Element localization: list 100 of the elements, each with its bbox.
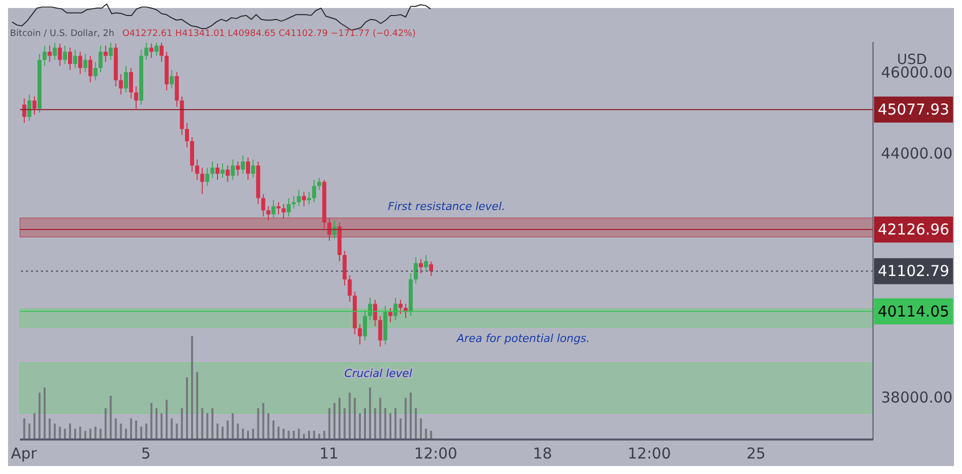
bar — [430, 430, 432, 439]
bar — [160, 413, 163, 439]
candlestick — [388, 307, 392, 323]
bar — [79, 426, 82, 439]
candlestick — [282, 204, 286, 219]
candlestick — [240, 154, 245, 174]
ref-line-label: 41102.79 — [878, 262, 950, 280]
candlestick — [307, 192, 312, 205]
bar — [333, 402, 336, 439]
candlestick — [398, 299, 403, 314]
candlestick — [246, 156, 250, 180]
bar — [374, 408, 376, 439]
candlestick — [124, 65, 128, 93]
candlestick — [93, 61, 98, 81]
bar — [48, 418, 51, 439]
bar — [384, 408, 386, 439]
candlestick — [286, 198, 291, 217]
candlestick — [200, 167, 204, 195]
candlestick — [429, 260, 434, 276]
bar — [150, 402, 152, 439]
candlestick — [210, 161, 214, 178]
candlestick — [144, 42, 148, 60]
bar — [206, 413, 208, 439]
bar — [400, 418, 402, 439]
bar — [272, 420, 274, 439]
bar — [242, 428, 244, 439]
bar — [130, 418, 132, 439]
x-tick-label: Apr — [10, 444, 38, 463]
bar — [247, 430, 250, 439]
bar — [389, 413, 392, 439]
bar — [104, 408, 107, 439]
bar — [89, 428, 92, 439]
candlestick — [154, 42, 158, 56]
bar — [414, 408, 417, 439]
bar — [404, 398, 407, 439]
candlestick — [184, 122, 189, 148]
bar — [222, 426, 224, 439]
candlestick — [358, 324, 362, 345]
candlestick — [317, 177, 322, 190]
candlestick — [32, 96, 36, 116]
candlestick — [216, 163, 220, 180]
candlestick — [104, 45, 108, 62]
bar — [28, 424, 30, 439]
bar — [155, 408, 158, 439]
bar — [410, 392, 412, 439]
candlestick — [312, 179, 316, 203]
bar — [338, 398, 341, 439]
ref-line-label: 45077.93 — [878, 100, 950, 119]
band-label: Crucial level — [344, 367, 412, 380]
bar — [166, 400, 168, 439]
bar — [348, 392, 351, 439]
bar — [252, 428, 254, 439]
candlestick — [327, 218, 332, 242]
bar — [33, 413, 36, 439]
candlestick — [195, 158, 200, 180]
candlestick — [129, 68, 134, 100]
ref-line-label: 40114.05 — [878, 302, 950, 320]
candlestick — [160, 42, 164, 62]
ref-line-label: 42126.96 — [878, 220, 950, 239]
bar — [176, 424, 178, 439]
bar — [358, 413, 361, 439]
candlestick — [251, 158, 256, 178]
bar — [64, 428, 66, 439]
candlestick — [108, 42, 113, 60]
bar — [216, 424, 218, 439]
candlestick — [134, 86, 138, 110]
bar — [84, 430, 86, 439]
band-label: First resistance level. — [388, 200, 506, 214]
candlestick — [62, 45, 67, 64]
annotation: O41272.61 H41341.01 L40984.65 C41102.79 −171.77 (−0.42%) — [122, 29, 416, 39]
candlestick — [205, 167, 210, 186]
bar — [69, 424, 72, 439]
candlestick — [271, 200, 276, 219]
bar — [100, 428, 102, 439]
y-tick-label: 38000.00 — [881, 388, 953, 407]
bar — [308, 430, 310, 439]
bar — [54, 424, 56, 439]
x-tick-label: 18 — [532, 444, 552, 463]
bar — [23, 418, 26, 439]
bar — [196, 372, 198, 439]
bar — [257, 408, 260, 439]
candlestick — [83, 53, 88, 73]
bar — [58, 426, 61, 439]
bar — [354, 398, 356, 439]
candlestick — [302, 192, 306, 207]
annotation: Bitcoin / U.S. Dollar, 2h — [10, 29, 114, 39]
bar — [211, 408, 214, 439]
candlestick — [58, 43, 62, 66]
candlestick — [68, 47, 72, 71]
bar — [323, 430, 326, 439]
bar — [232, 413, 234, 439]
candlestick — [78, 51, 82, 75]
candlestick — [362, 309, 367, 341]
bar — [420, 418, 422, 439]
candlestick — [88, 55, 92, 83]
candlestick — [348, 274, 352, 302]
candlestick — [414, 256, 418, 284]
bar — [120, 424, 122, 439]
x-tick-label: 11 — [319, 444, 338, 463]
bar — [394, 408, 396, 439]
